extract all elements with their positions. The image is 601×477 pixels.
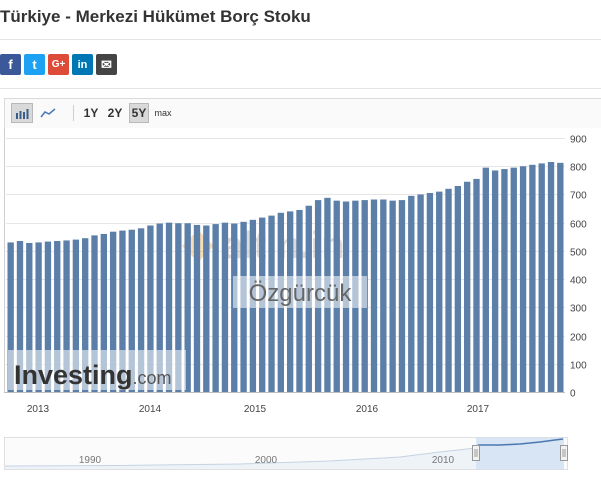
- bar[interactable]: [529, 164, 536, 392]
- bar[interactable]: [35, 242, 42, 392]
- navigator-year-label: 1990: [79, 455, 102, 466]
- bar[interactable]: [72, 239, 80, 392]
- investing-watermark: Investing.com: [8, 350, 186, 390]
- x-tick-label: 2017: [467, 404, 490, 415]
- investing-logo: Investing.com: [14, 360, 172, 390]
- x-tick-label: 2015: [244, 404, 267, 415]
- bar[interactable]: [203, 225, 210, 392]
- navigator-selection-line: [478, 438, 564, 446]
- facebook-icon[interactable]: f: [0, 54, 21, 75]
- share-divider: [0, 88, 601, 89]
- bar[interactable]: [147, 225, 154, 392]
- user-watermark: Özgürcük: [233, 276, 367, 308]
- bar[interactable]: [398, 200, 406, 392]
- user-watermark-text: Özgürcük: [249, 280, 353, 307]
- bar[interactable]: [7, 242, 14, 392]
- bar[interactable]: [165, 222, 173, 392]
- bar[interactable]: [519, 166, 527, 392]
- range-max-button[interactable]: max: [154, 108, 172, 118]
- title-divider: [0, 39, 601, 40]
- y-tick-label: 600: [570, 220, 587, 231]
- email-icon[interactable]: ✉: [96, 54, 117, 75]
- bar[interactable]: [501, 169, 508, 392]
- bar[interactable]: [380, 199, 387, 392]
- bar-chart-icon[interactable]: [11, 103, 33, 123]
- bar[interactable]: [128, 229, 135, 392]
- y-tick-label: 0: [570, 389, 576, 400]
- bar[interactable]: [193, 224, 201, 392]
- y-tick-label: 100: [570, 361, 587, 372]
- user-watermark-bg: [233, 276, 367, 308]
- linkedin-icon[interactable]: in: [72, 54, 93, 75]
- bar[interactable]: [473, 178, 480, 392]
- google-plus-icon[interactable]: G+: [48, 54, 69, 75]
- range-1y-button[interactable]: 1Y: [83, 106, 99, 120]
- navigator-handle-right[interactable]: [560, 445, 568, 461]
- chart-toolbar: 1Y 2Y 5Y max: [4, 98, 601, 128]
- bar[interactable]: [464, 181, 471, 392]
- bar[interactable]: [510, 167, 517, 392]
- bar[interactable]: [100, 233, 107, 392]
- toolbar-separator: [73, 105, 74, 121]
- bar[interactable]: [408, 195, 415, 392]
- y-tick-label: 400: [570, 276, 587, 287]
- y-tick-label: 700: [570, 191, 587, 202]
- bar[interactable]: [137, 228, 145, 392]
- twitter-icon[interactable]: t: [24, 54, 45, 75]
- y-tick-label: 200: [570, 333, 587, 344]
- navigator-selection[interactable]: [476, 437, 564, 470]
- bar[interactable]: [491, 170, 499, 392]
- bar[interactable]: [426, 193, 434, 392]
- navigator-year-label: 2000: [255, 455, 278, 466]
- y-tick-label: 500: [570, 248, 587, 259]
- investing-watermark-bg: [8, 350, 186, 390]
- navigator-year-label: 2010: [432, 455, 455, 466]
- share-bar: f t G+ in ✉: [0, 54, 117, 76]
- line-chart-icon[interactable]: [37, 103, 59, 123]
- bar[interactable]: [82, 238, 89, 392]
- bar[interactable]: [557, 162, 564, 392]
- y-tick-label: 300: [570, 304, 587, 315]
- bar[interactable]: [26, 242, 33, 392]
- bar[interactable]: [538, 163, 545, 392]
- bar[interactable]: [454, 185, 462, 392]
- bar[interactable]: [156, 223, 163, 392]
- range-2y-button[interactable]: 2Y: [107, 106, 123, 120]
- navigator-handle-left[interactable]: [472, 445, 480, 461]
- navigator-area: [5, 448, 476, 469]
- bar[interactable]: [44, 241, 52, 392]
- bar[interactable]: [91, 235, 98, 392]
- bar[interactable]: [445, 188, 452, 392]
- bar[interactable]: [54, 241, 61, 392]
- bar[interactable]: [547, 161, 555, 392]
- y-tick-label: 900: [570, 135, 587, 146]
- bar[interactable]: [63, 240, 70, 392]
- bar[interactable]: [436, 191, 443, 392]
- x-tick-label: 2013: [27, 404, 50, 415]
- bar[interactable]: [109, 231, 117, 392]
- range-5y-button[interactable]: 5Y: [129, 103, 149, 123]
- y-tick-label: 800: [570, 163, 587, 174]
- bar[interactable]: [221, 222, 229, 392]
- bar[interactable]: [417, 194, 424, 392]
- page-title: Türkiye - Merkezi Hükümet Borç Stoku: [0, 7, 311, 26]
- x-tick-label: 2016: [356, 404, 379, 415]
- bar[interactable]: [212, 224, 219, 392]
- bar[interactable]: [184, 223, 191, 392]
- bar[interactable]: [482, 167, 489, 392]
- bar[interactable]: [389, 200, 396, 392]
- main-chart: 0100200300400500600700800900altin.in2013…: [4, 128, 587, 415]
- navigator-chart[interactable]: 1990 2000 2010: [0, 432, 601, 477]
- bar[interactable]: [175, 223, 182, 392]
- x-tick-label: 2014: [139, 404, 162, 415]
- navigator-history-line: [4, 447, 477, 467]
- bar[interactable]: [16, 241, 24, 392]
- bar[interactable]: [370, 199, 378, 392]
- bar[interactable]: [119, 230, 126, 392]
